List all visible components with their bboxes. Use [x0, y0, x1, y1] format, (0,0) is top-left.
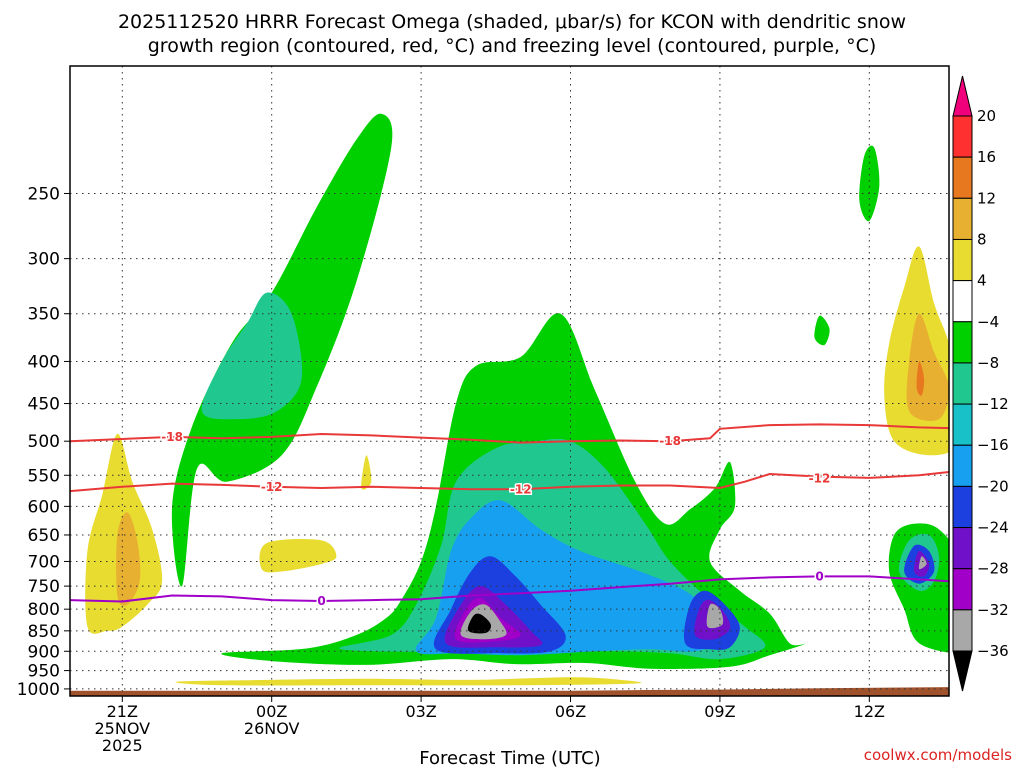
plot-frame: [69, 65, 950, 697]
y-tick-label: 250: [28, 184, 60, 204]
colorbar-swatch: [952, 527, 973, 570]
colorbar-label: −36: [977, 642, 1009, 660]
chart-title-line-2: growth region (contoured, red, °C) and f…: [148, 35, 877, 57]
colorbar-swatch: [952, 444, 973, 487]
x-tick-label: 26NOV: [244, 719, 300, 738]
colorbar-swatch: [952, 280, 973, 323]
y-tick-label: 300: [28, 250, 60, 270]
contour-line-0: [70, 575, 949, 603]
omega-region-8: [906, 313, 949, 421]
colorbar-swatch: [952, 609, 973, 652]
omega-region-4: [259, 539, 337, 573]
y-tick-label: 450: [28, 395, 60, 415]
omega-region--32: [706, 603, 724, 629]
colorbar-label: −20: [977, 477, 1009, 495]
contour-line--12: [70, 471, 949, 493]
colorbar-swatch: [952, 197, 973, 240]
contour-label--12: -12: [809, 471, 831, 485]
y-tick-label: 700: [28, 552, 60, 572]
x-tick-label: 2025: [102, 736, 143, 755]
omega-region--32: [918, 556, 927, 570]
colorbar-label: −32: [977, 601, 1009, 619]
y-tick-label: 550: [28, 466, 60, 486]
y-tick-label: 950: [28, 662, 60, 682]
colorbar-swatch: [952, 568, 973, 611]
colorbar-bottom-arrow: [952, 650, 973, 692]
omega-region--8: [859, 145, 880, 222]
chart-title-line-1: 2025112520 HRRR Forecast Omega (shaded, …: [118, 11, 906, 33]
omega-region-4: [361, 455, 372, 490]
x-tick-label: 09Z: [704, 702, 735, 721]
x-axis-title: Forecast Time (UTC): [419, 748, 600, 768]
terrain-fill: [70, 687, 949, 696]
colorbar-label: 16: [977, 148, 996, 166]
contour-line--18: [70, 423, 949, 444]
omega-region--12: [201, 292, 303, 420]
y-tick-label: 600: [28, 497, 60, 517]
colorbar-label: −16: [977, 436, 1009, 454]
y-tick-label: 900: [28, 642, 60, 662]
colorbar-swatch: [952, 485, 973, 529]
omega-region-16: [916, 361, 925, 396]
colorbar-label: 20: [977, 107, 996, 125]
omega-region--8: [814, 315, 830, 346]
colorbar-label: −12: [977, 395, 1009, 413]
colorbar-label: −4: [977, 313, 999, 331]
colorbar-label: −8: [977, 354, 999, 372]
x-tick-label: 06Z: [555, 702, 586, 721]
x-tick-label: 03Z: [405, 702, 436, 721]
colorbar-swatch: [952, 362, 973, 405]
y-tick-label: 350: [28, 305, 60, 325]
y-tick-label: 1000: [17, 680, 60, 700]
y-tick-label: 850: [28, 622, 60, 642]
colorbar-swatch: [952, 115, 973, 158]
colorbar-swatch: [952, 321, 973, 364]
colorbar-label: 4: [977, 272, 987, 290]
credit-text: coolwx.com/models: [864, 746, 1012, 764]
y-tick-label: 400: [28, 352, 60, 372]
y-tick-label: 800: [28, 600, 60, 620]
contour-label--18: -18: [659, 434, 681, 448]
colorbar-label: 12: [977, 189, 996, 207]
y-tick-label: 650: [28, 526, 60, 546]
omega-region--36: [467, 613, 492, 634]
colorbar-swatch: [952, 156, 973, 199]
x-tick-label: 00Z: [256, 702, 287, 721]
x-tick-label: 12Z: [854, 702, 885, 721]
y-tick-label: 750: [28, 577, 60, 597]
colorbar-swatch: [952, 238, 973, 282]
contour-label--12: -12: [261, 480, 283, 494]
omega-region-4: [175, 677, 642, 686]
y-tick-label: 500: [28, 432, 60, 452]
colorbar-label: −28: [977, 560, 1009, 578]
x-tick-label: 25NOV: [94, 719, 150, 738]
colorbar-label: −24: [977, 519, 1009, 537]
contour-label-0: 0: [317, 594, 325, 608]
contour-label-0: 0: [815, 569, 823, 583]
x-tick-label: 21Z: [107, 702, 138, 721]
colorbar-swatch: [952, 403, 973, 446]
colorbar-label: 8: [977, 230, 987, 248]
contour-label--18: -18: [161, 430, 183, 444]
colorbar-top-arrow: [952, 75, 973, 117]
colorbar: 20 16 12 8 4 −4 −8 −12 −16 −20 −24 −28 −32 −36: [952, 75, 1009, 692]
contour-label--12: -12: [510, 482, 532, 496]
